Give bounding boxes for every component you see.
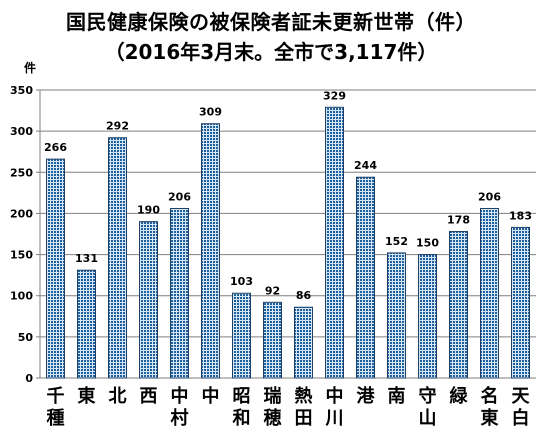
category-label: 西 (140, 386, 158, 407)
category-label: 名東 (481, 385, 499, 429)
bar (170, 207, 189, 379)
data-label: 183 (509, 209, 532, 222)
bar (108, 137, 127, 379)
y-tick-label: 250 (10, 166, 33, 179)
category-label: 緑 (450, 385, 469, 407)
data-label: 309 (199, 106, 222, 119)
category-label: 熱田 (295, 385, 313, 429)
data-label: 190 (137, 204, 160, 217)
category-label: 東 (78, 385, 96, 407)
bar (263, 301, 282, 379)
bar (387, 252, 406, 379)
data-label: 92 (265, 284, 280, 297)
bar (511, 226, 530, 379)
bar (480, 207, 499, 379)
bar (325, 106, 344, 379)
data-label: 329 (323, 89, 346, 102)
data-label: 131 (75, 252, 98, 265)
data-label: 178 (447, 214, 470, 227)
category-label: 中川 (325, 385, 344, 429)
category-label: 千種 (47, 386, 65, 429)
chart-subtitle: （2016年3月末。全市で3,117件） (104, 40, 438, 64)
data-label: 152 (385, 235, 408, 248)
bar (449, 231, 468, 379)
bar (77, 269, 96, 379)
category-label: 瑞穂 (264, 386, 282, 429)
y-tick-label: 100 (10, 290, 33, 303)
y-tick-label: 300 (10, 125, 33, 138)
category-label: 昭和 (233, 386, 251, 429)
category-label: 北 (109, 386, 127, 407)
category-label: 中村 (171, 385, 189, 429)
category-label: 天白 (512, 386, 531, 429)
y-axis-unit: 件 (24, 60, 36, 75)
data-label: 266 (44, 141, 67, 154)
y-tick-label: 50 (18, 331, 34, 344)
bar (139, 221, 158, 379)
category-label: 中 (202, 385, 220, 407)
data-label: 103 (230, 275, 253, 288)
data-label: 292 (106, 120, 129, 133)
data-label: 206 (168, 190, 191, 203)
bar (232, 292, 251, 379)
bar (46, 158, 65, 379)
y-tick-label: 350 (10, 84, 33, 97)
data-label: 206 (478, 190, 501, 203)
data-label: 86 (296, 289, 312, 302)
category-label: 港 (357, 386, 376, 407)
bar (201, 123, 220, 379)
category-label: 南 (388, 385, 406, 407)
y-tick-label: 150 (10, 249, 33, 262)
bar (356, 176, 375, 379)
category-label: 守山 (419, 385, 437, 429)
data-label: 244 (354, 159, 377, 172)
bar (418, 254, 437, 379)
y-tick-label: 0 (25, 372, 33, 385)
y-tick-label: 200 (10, 207, 33, 220)
data-label: 150 (416, 237, 439, 250)
chart-title: 国民健康保険の被保険者証未更新世帯（件） (66, 10, 476, 34)
bar (294, 306, 313, 379)
